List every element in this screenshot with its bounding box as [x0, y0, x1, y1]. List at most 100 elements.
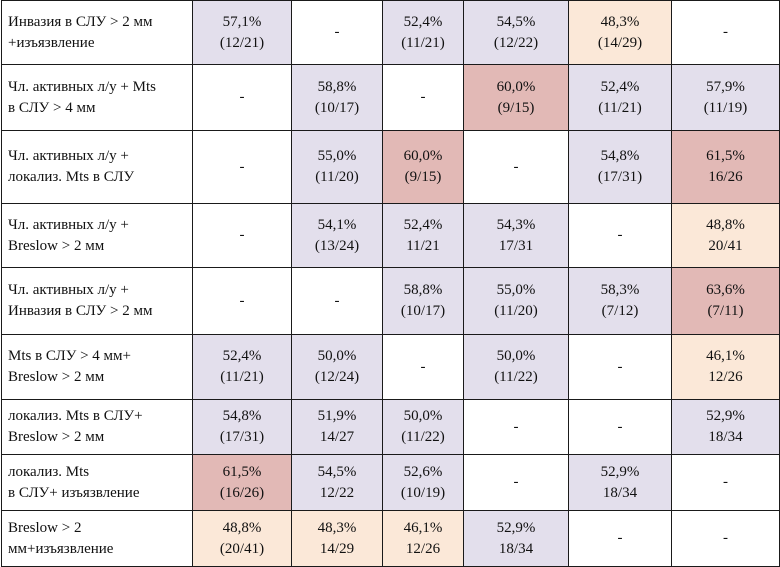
cell-ratio: (7/11): [672, 301, 779, 322]
cell-value: 57,1%: [193, 12, 291, 33]
table-cell: -: [292, 1, 383, 65]
cell-value: 46,1%: [672, 346, 779, 367]
table-cell: -: [193, 65, 292, 131]
cell-value: 54,8%: [569, 146, 671, 167]
cell-value: 55,0%: [292, 146, 382, 167]
cell-value: 52,4%: [569, 77, 671, 98]
results-table: Инвазия в СЛУ > 2 мм+изъязвление57,1%(12…: [1, 0, 780, 567]
table-cell: 52,4%(11/21): [193, 335, 292, 400]
table-cell: -: [569, 400, 672, 455]
table-cell: 52,9%18/34: [569, 455, 672, 511]
table-cell: 48,8%20/41: [672, 204, 780, 268]
cell-value: 48,3%: [292, 518, 382, 539]
cell-value: 52,9%: [464, 518, 568, 539]
row-label: локализ. Mts в СЛУ+Breslow > 2 мм: [2, 400, 193, 455]
table-cell: -: [569, 204, 672, 268]
cell-ratio: (9/15): [383, 167, 463, 188]
cell-value: 54,5%: [292, 462, 382, 483]
cell-value: -: [383, 87, 463, 108]
cell-ratio: (11/22): [383, 427, 463, 448]
row-label: Инвазия в СЛУ > 2 мм+изъязвление: [2, 1, 193, 65]
cell-value: 61,5%: [193, 462, 291, 483]
row-label: Чл. активных л/у +локализ. Mts в СЛУ: [2, 131, 193, 204]
cell-value: -: [292, 291, 382, 312]
cell-value: 54,3%: [464, 215, 568, 236]
cell-value: 52,4%: [383, 12, 463, 33]
cell-value: 50,0%: [464, 346, 568, 367]
cell-value: 54,5%: [464, 12, 568, 33]
table-row: локализ. Mtsв СЛУ+ изъязвление61,5%(16/2…: [2, 455, 780, 511]
table-cell: -: [672, 455, 780, 511]
cell-ratio: 11/21: [383, 236, 463, 257]
row-label: локализ. Mtsв СЛУ+ изъязвление: [2, 455, 193, 511]
cell-value: 51,9%: [292, 406, 382, 427]
cell-ratio: (17/31): [193, 427, 291, 448]
row-label-line: Чл. активных л/у +: [8, 215, 190, 236]
table-cell: -: [672, 1, 780, 65]
cell-ratio: (7/12): [569, 301, 671, 322]
cell-value: -: [672, 472, 779, 493]
cell-value: 48,8%: [193, 518, 291, 539]
table-cell: 48,3%14/29: [292, 511, 383, 567]
cell-value: -: [464, 417, 568, 438]
table-cell: 50,0%(12/24): [292, 335, 383, 400]
table-cell: 58,8%(10/17): [292, 65, 383, 131]
cell-ratio: (12/21): [193, 33, 291, 54]
cell-ratio: (10/17): [383, 301, 463, 322]
cell-ratio: (13/24): [292, 236, 382, 257]
cell-ratio: (16/26): [193, 483, 291, 504]
table-row: Mts в СЛУ > 4 мм+Breslow > 2 мм52,4%(11/…: [2, 335, 780, 400]
cell-ratio: 14/29: [292, 539, 382, 560]
cell-ratio: (11/21): [193, 367, 291, 388]
cell-value: -: [569, 357, 671, 378]
table-cell: 54,8%(17/31): [193, 400, 292, 455]
table-cell: -: [193, 268, 292, 335]
cell-value: -: [464, 472, 568, 493]
cell-value: -: [464, 157, 568, 178]
table-row: Чл. активных л/у +Breslow > 2 мм-54,1%(1…: [2, 204, 780, 268]
cell-value: 61,5%: [672, 146, 779, 167]
cell-value: -: [569, 225, 671, 246]
cell-ratio: (10/17): [292, 98, 382, 119]
table-row: локализ. Mts в СЛУ+Breslow > 2 мм54,8%(1…: [2, 400, 780, 455]
table-cell: -: [383, 65, 464, 131]
cell-value: 52,9%: [569, 462, 671, 483]
cell-ratio: 17/31: [464, 236, 568, 257]
cell-ratio: (9/15): [464, 98, 568, 119]
row-label-line: Mts в СЛУ > 4 мм+: [8, 346, 190, 367]
cell-ratio: (11/21): [383, 33, 463, 54]
cell-value: -: [292, 22, 382, 43]
cell-ratio: (14/29): [569, 33, 671, 54]
row-label-line: Breslow > 2: [8, 518, 190, 539]
cell-value: 50,0%: [292, 346, 382, 367]
cell-value: 52,4%: [383, 215, 463, 236]
cell-ratio: (11/20): [292, 167, 382, 188]
row-label-line: Чл. активных л/у +: [8, 280, 190, 301]
cell-value: 58,3%: [569, 280, 671, 301]
table-row: Чл. активных л/у + Mtsв СЛУ > 4 мм-58,8%…: [2, 65, 780, 131]
row-label: Чл. активных л/у + Mtsв СЛУ > 4 мм: [2, 65, 193, 131]
cell-value: 52,4%: [193, 346, 291, 367]
cell-ratio: (11/19): [672, 98, 779, 119]
table-cell: 46,1%12/26: [383, 511, 464, 567]
table-cell: 54,1%(13/24): [292, 204, 383, 268]
cell-value: -: [672, 22, 779, 43]
cell-value: -: [672, 528, 779, 549]
cell-value: -: [193, 87, 291, 108]
table-cell: 55,0%(11/20): [292, 131, 383, 204]
cell-value: -: [569, 417, 671, 438]
table-cell: 60,0%(9/15): [464, 65, 569, 131]
cell-ratio: 12/22: [292, 483, 382, 504]
table-cell: 55,0%(11/20): [464, 268, 569, 335]
table-cell: 57,1%(12/21): [193, 1, 292, 65]
cell-value: 63,6%: [672, 280, 779, 301]
table-cell: -: [193, 204, 292, 268]
cell-value: -: [569, 528, 671, 549]
table-cell: -: [569, 511, 672, 567]
cell-ratio: 18/34: [464, 539, 568, 560]
cell-ratio: (10/19): [383, 483, 463, 504]
table-cell: 52,9%18/34: [464, 511, 569, 567]
cell-value: -: [383, 357, 463, 378]
table-row: Чл. активных л/у +Инвазия в СЛУ > 2 мм--…: [2, 268, 780, 335]
table-cell: -: [464, 131, 569, 204]
